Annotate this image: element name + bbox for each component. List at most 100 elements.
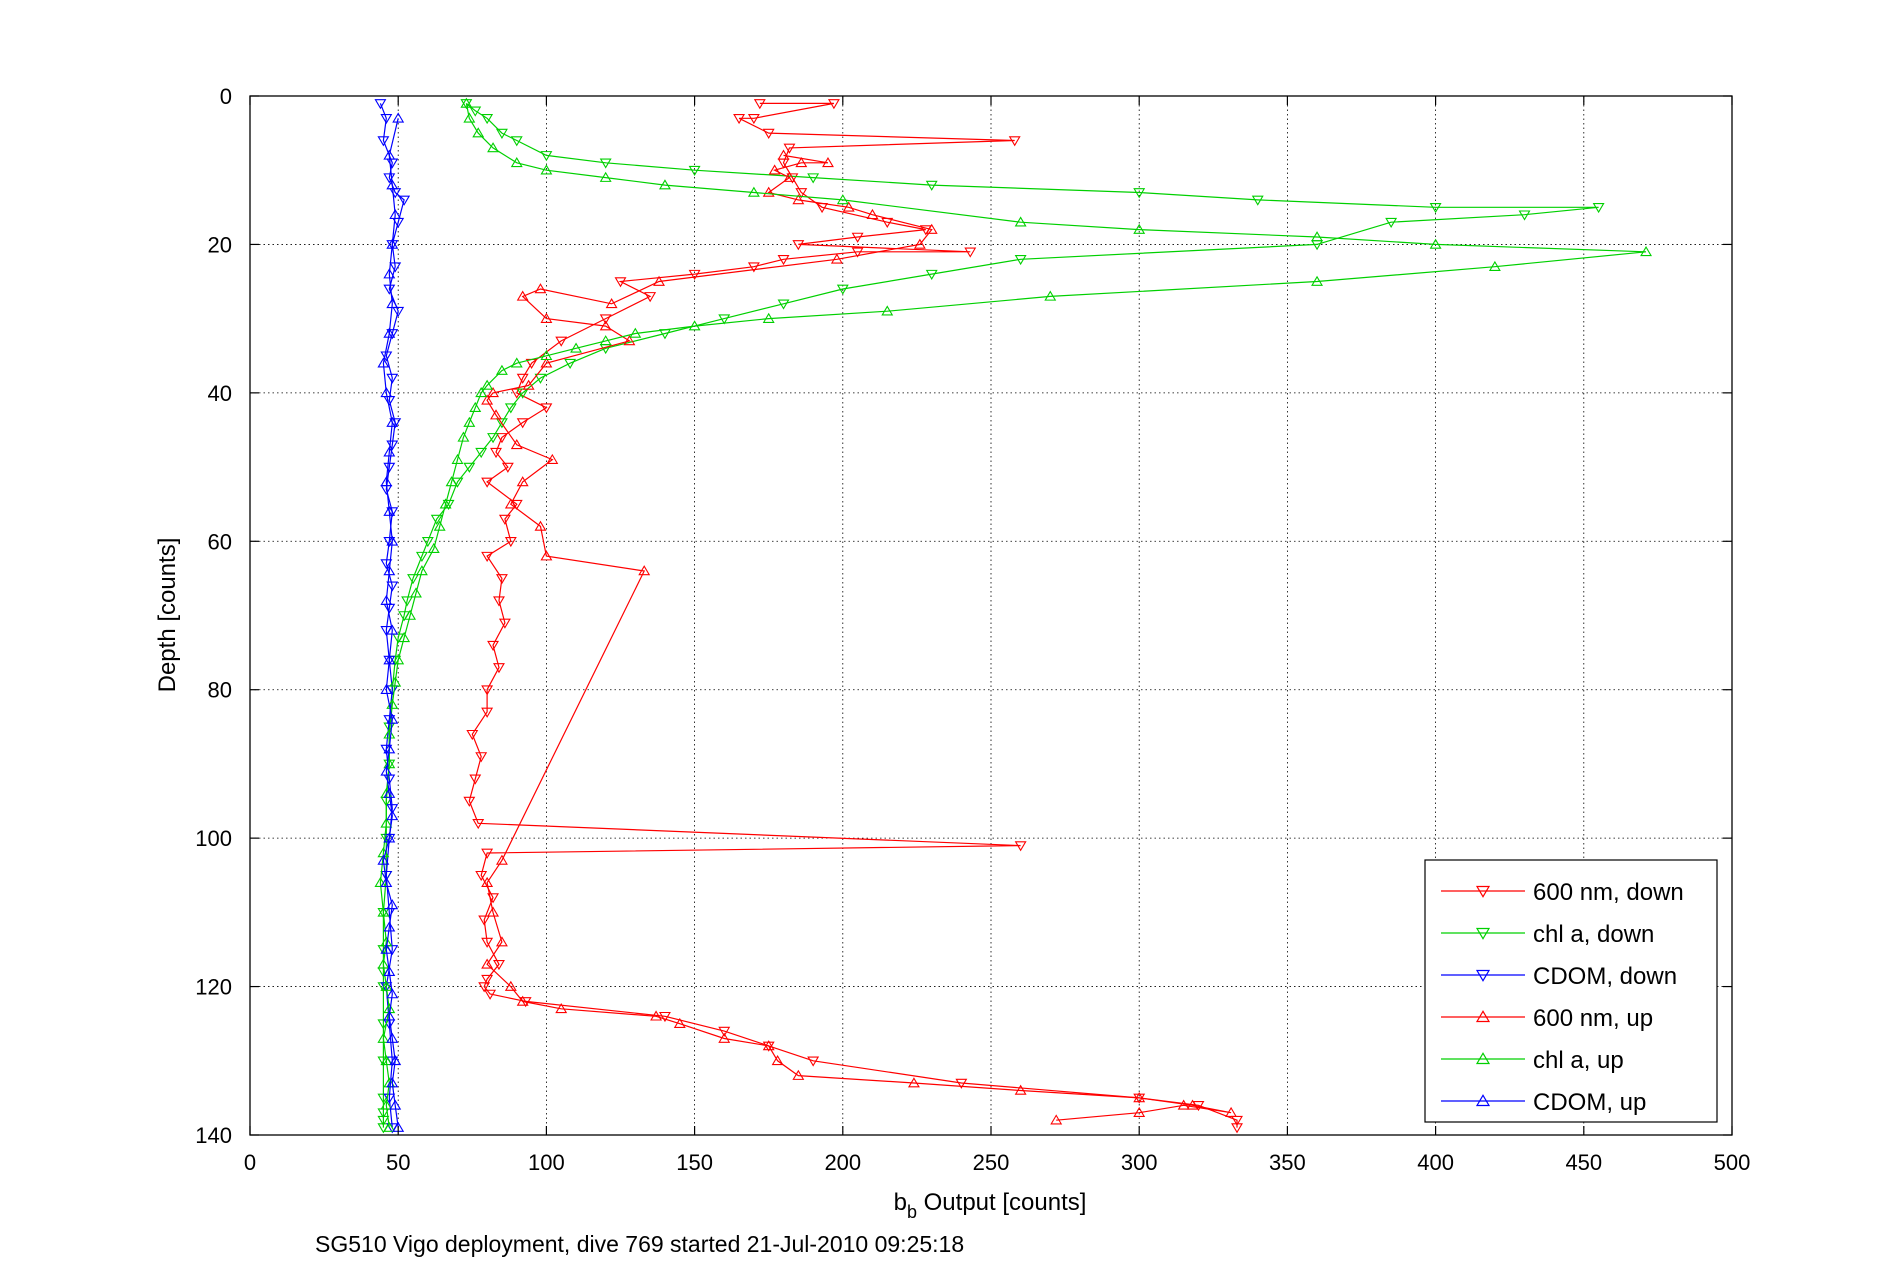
data-point — [386, 179, 399, 190]
data-point — [516, 418, 529, 429]
data-point — [463, 462, 476, 473]
data-point — [386, 988, 399, 999]
data-point — [792, 240, 805, 251]
data-point — [1231, 1115, 1243, 1126]
y-tick-label: 140 — [195, 1123, 232, 1148]
data-point — [955, 1078, 968, 1089]
data-point — [433, 520, 446, 531]
data-point — [445, 476, 458, 487]
data-point — [421, 536, 434, 548]
data-point — [777, 299, 790, 310]
data-point — [386, 810, 399, 821]
data-point — [383, 149, 396, 160]
data-point — [768, 164, 781, 175]
data-point — [481, 379, 494, 390]
data-point — [383, 965, 396, 977]
data-point — [481, 685, 494, 696]
data-point — [383, 728, 396, 739]
data-point — [401, 596, 414, 607]
x-axis-label-main: b — [894, 1189, 907, 1216]
data-point — [688, 320, 701, 331]
data-point — [925, 180, 938, 191]
data-point — [392, 112, 405, 123]
series-line — [382, 118, 399, 1128]
data-point — [1133, 188, 1146, 199]
data-point — [377, 1093, 390, 1104]
data-point — [1014, 254, 1027, 266]
y-tick-label: 60 — [208, 529, 232, 554]
data-point — [495, 418, 508, 429]
data-point — [380, 870, 393, 882]
data-point — [380, 594, 393, 605]
data-point — [380, 765, 393, 776]
x-tick-label: 200 — [824, 1150, 861, 1175]
data-point — [386, 804, 399, 815]
data-point — [383, 505, 396, 516]
data-point — [516, 476, 529, 487]
series-layer — [374, 97, 1653, 1134]
data-point — [599, 320, 612, 331]
data-point — [383, 654, 396, 665]
data-point — [383, 462, 396, 473]
caption: SG510 Vigo deployment, dive 769 started … — [315, 1231, 964, 1257]
data-point — [747, 262, 760, 273]
y-tick-label: 40 — [208, 381, 232, 406]
data-point — [380, 559, 393, 570]
y-tick-label: 120 — [195, 975, 232, 1000]
data-point — [1385, 217, 1398, 228]
data-point — [490, 409, 502, 420]
data-point — [614, 277, 627, 288]
data-point — [475, 752, 488, 763]
data-point — [472, 819, 485, 830]
data-point — [851, 247, 864, 258]
data-point — [762, 128, 775, 139]
data-point — [383, 1121, 396, 1132]
data-point — [377, 854, 390, 865]
data-point — [540, 151, 553, 162]
data-point — [822, 156, 834, 168]
data-point — [762, 312, 775, 323]
data-point — [484, 989, 497, 1000]
data-point — [386, 238, 399, 249]
y-tick-label: 80 — [208, 678, 232, 703]
data-point — [383, 1010, 396, 1021]
data-point — [407, 574, 419, 585]
data-point — [374, 99, 387, 110]
data-point — [495, 936, 508, 947]
data-point — [688, 165, 701, 177]
data-point — [389, 1099, 402, 1110]
data-point — [481, 848, 494, 859]
data-point — [540, 357, 553, 368]
data-point — [516, 995, 529, 1006]
legend-box — [1424, 859, 1718, 1123]
data-point — [383, 446, 396, 457]
data-point — [504, 980, 517, 991]
x-tick-label: 400 — [1417, 1150, 1454, 1175]
data-point — [380, 476, 393, 487]
y-axis-label: Depth [counts] — [154, 538, 181, 693]
legend-marker — [1475, 1010, 1491, 1023]
y-tick-label: 20 — [208, 232, 232, 257]
data-point — [380, 1054, 393, 1066]
data-point — [481, 937, 494, 948]
data-point — [1133, 1106, 1146, 1118]
data-point — [383, 268, 396, 279]
data-point — [605, 297, 618, 309]
data-point — [866, 208, 879, 220]
data-point — [807, 173, 820, 184]
data-point — [389, 676, 402, 687]
data-point — [386, 624, 399, 635]
data-point — [487, 387, 500, 398]
data-point — [718, 314, 731, 325]
data-point — [463, 796, 476, 807]
data-point — [522, 379, 535, 390]
data-point — [792, 1069, 805, 1080]
data-point — [510, 388, 523, 399]
data-point — [762, 1040, 775, 1051]
data-point — [398, 195, 411, 206]
data-point — [380, 683, 393, 695]
data-point — [430, 514, 443, 525]
data-point — [925, 269, 938, 280]
data-point — [1311, 275, 1324, 286]
data-point — [925, 223, 938, 234]
